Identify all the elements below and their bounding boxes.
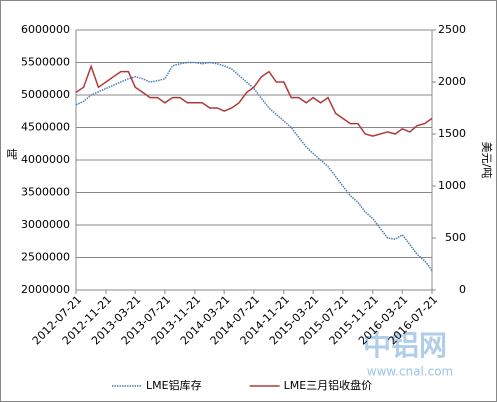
y2-tick-label: 2000 bbox=[438, 75, 466, 88]
y-tick-label: 6000000 bbox=[21, 23, 70, 36]
y-axis-label: 吨 bbox=[7, 148, 18, 161]
y-tick-label: 3500000 bbox=[21, 186, 70, 199]
y2-tick-label: 0 bbox=[459, 283, 466, 296]
legend-label: LME三月铝收盘价 bbox=[284, 378, 373, 392]
y-tick-label: 5500000 bbox=[21, 56, 70, 69]
y2-tick-label: 500 bbox=[445, 231, 466, 244]
y-tick-label: 3000000 bbox=[21, 218, 70, 231]
legend-label: LME铝库存 bbox=[146, 378, 202, 392]
y2-tick-label: 2500 bbox=[438, 23, 466, 36]
y-tick-label: 4000000 bbox=[21, 153, 70, 166]
watermark-title: 中铝网 bbox=[363, 329, 447, 362]
y-tick-label: 5000000 bbox=[21, 88, 70, 101]
y-tick-label: 2500000 bbox=[21, 251, 70, 264]
series-line bbox=[75, 64, 433, 137]
y2-tick-label: 1500 bbox=[438, 127, 466, 140]
series-line bbox=[75, 61, 433, 271]
y2-tick-label: 1000 bbox=[438, 179, 466, 192]
y-tick-label: 2000000 bbox=[21, 283, 70, 296]
y-tick-label: 4500000 bbox=[21, 121, 70, 134]
watermark-url: www.cnal.com bbox=[367, 365, 454, 379]
y2-axis-label: 美元/吨 bbox=[480, 142, 493, 179]
